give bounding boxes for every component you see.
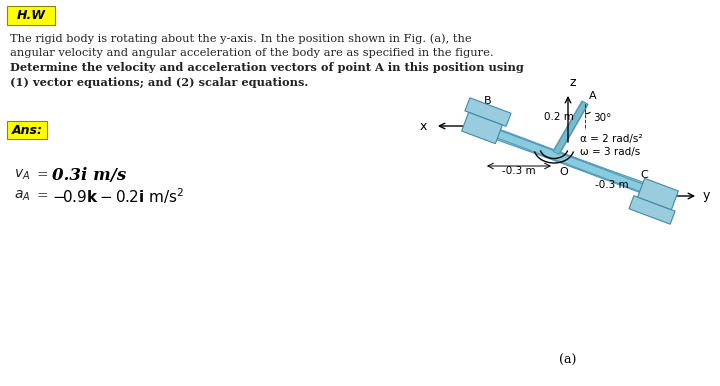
Text: y: y [703, 190, 711, 203]
Text: The rigid body is rotating about the y-axis. In the position shown in Fig. (a), : The rigid body is rotating about the y-a… [10, 33, 472, 44]
FancyBboxPatch shape [7, 121, 47, 139]
Text: Determine the velocity and acceleration vectors of point A in this position usin: Determine the velocity and acceleration … [10, 62, 524, 73]
Polygon shape [475, 124, 665, 198]
Text: C: C [640, 170, 648, 180]
Text: x: x [420, 120, 427, 132]
Text: -0.3 m: -0.3 m [595, 179, 629, 190]
Polygon shape [554, 101, 588, 154]
FancyBboxPatch shape [7, 6, 55, 25]
Text: A: A [589, 91, 597, 101]
Text: =: = [37, 168, 49, 182]
Polygon shape [638, 178, 678, 210]
Text: 0.3i m/s: 0.3i m/s [52, 166, 126, 183]
Polygon shape [480, 123, 660, 199]
Polygon shape [553, 101, 588, 155]
Text: $a_A\,$: $a_A\,$ [14, 189, 30, 203]
Text: -0.3 m: -0.3 m [502, 166, 536, 176]
Text: Ans:: Ans: [12, 124, 42, 137]
Text: angular velocity and angular acceleration of the body are as specified in the fi: angular velocity and angular acceleratio… [10, 47, 494, 58]
Text: α = 2 rad/s²: α = 2 rad/s² [580, 134, 642, 144]
Text: (a): (a) [559, 354, 577, 367]
Text: ω = 3 rad/s: ω = 3 rad/s [580, 147, 640, 157]
Text: 30°: 30° [593, 113, 611, 123]
Text: $v_A\,$: $v_A\,$ [14, 168, 30, 182]
Polygon shape [480, 124, 660, 198]
Polygon shape [465, 98, 511, 126]
Text: =: = [37, 189, 49, 203]
Polygon shape [462, 112, 503, 144]
Text: z: z [570, 76, 577, 89]
Text: (1) vector equations; and (2) scalar equations.: (1) vector equations; and (2) scalar equ… [10, 76, 308, 88]
Text: B: B [484, 96, 492, 106]
Text: 0.2 m: 0.2 m [544, 112, 573, 122]
Text: H.W: H.W [17, 9, 45, 22]
Polygon shape [629, 196, 675, 224]
Text: $0.9\mathbf{k} - 0.2\mathbf{i}\ \mathrm{m/s}^2$: $0.9\mathbf{k} - 0.2\mathbf{i}\ \mathrm{… [62, 186, 184, 206]
Text: $-$: $-$ [52, 189, 65, 203]
Text: O: O [559, 167, 568, 177]
